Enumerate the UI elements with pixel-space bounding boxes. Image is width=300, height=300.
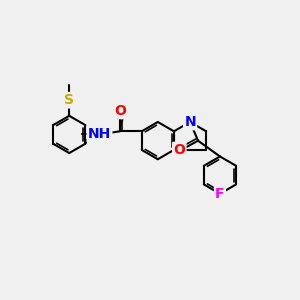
Text: O: O (173, 143, 185, 157)
Text: O: O (114, 104, 126, 118)
Text: S: S (64, 93, 74, 107)
Text: F: F (215, 187, 225, 201)
Text: N: N (184, 115, 196, 129)
Text: NH: NH (88, 128, 111, 141)
